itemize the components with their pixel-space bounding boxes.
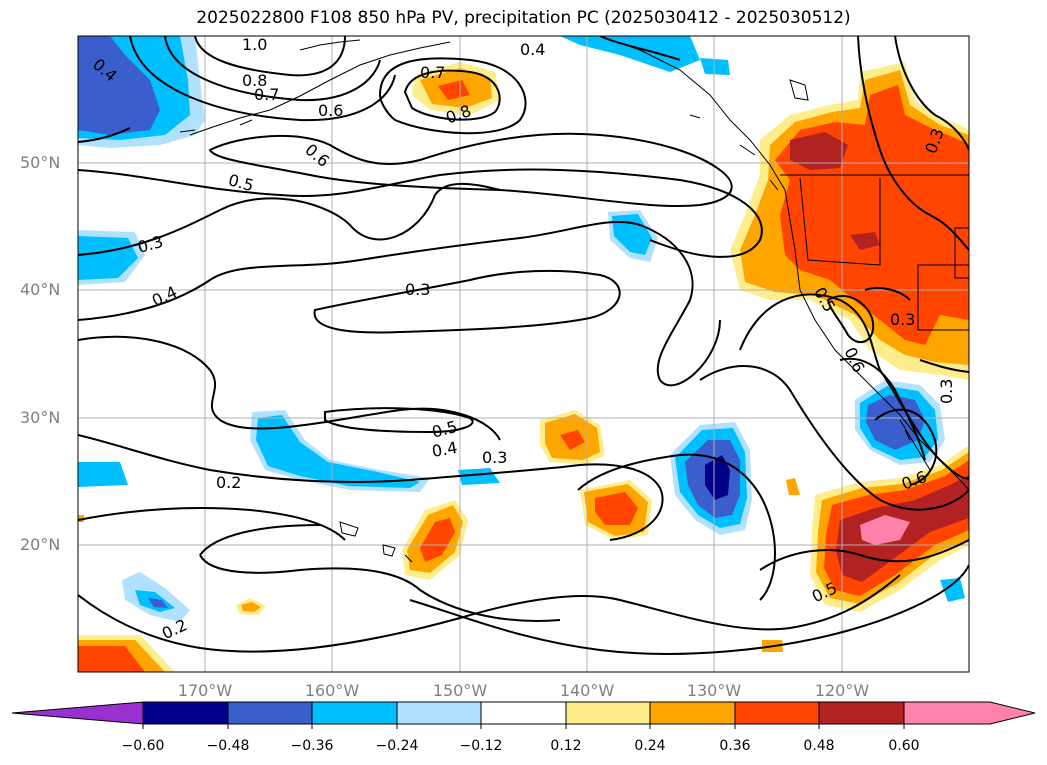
lat-label: 30°N — [20, 408, 61, 427]
colorbar-bin — [311, 701, 398, 725]
shade-pos-n3 — [438, 80, 470, 100]
shade-pos-ne-dark — [790, 132, 848, 170]
lon-label: 140°W — [559, 681, 615, 700]
contour-label: 0.3 — [405, 280, 430, 299]
colorbar-bin — [649, 701, 736, 725]
colorbar-tick-label: 0.60 — [888, 738, 920, 754]
shade-neg-w2 — [78, 236, 138, 280]
colorbar-tick-label: −0.60 — [121, 738, 165, 754]
lat-label: 20°N — [20, 535, 61, 554]
contour-label: 0.6 — [841, 344, 869, 375]
colorbar-tick-label: −0.12 — [459, 738, 503, 754]
shade-pos-c3 — [560, 430, 585, 450]
colorbar-bin — [565, 701, 651, 725]
colorbar-tick-label: −0.24 — [375, 738, 419, 754]
contour-label: 0.3 — [136, 232, 166, 257]
colorbar-bin — [142, 701, 229, 725]
colorbar-bin — [396, 701, 482, 725]
colorbar-tick-label: 0.48 — [803, 738, 835, 754]
contour-label: 1.0 — [242, 35, 267, 54]
colorbar-extend-low — [11, 701, 144, 725]
shade-pos-se-pink — [860, 515, 910, 545]
lon-label: 130°W — [686, 681, 742, 700]
shade-pos-sw2 — [241, 602, 261, 612]
shade-pos-small-se2 — [786, 478, 800, 495]
contour-label: 0.3 — [482, 448, 507, 467]
contour-label: 0.5 — [226, 170, 256, 195]
colorbar-bin — [227, 701, 313, 725]
colorbar-tick-label: 0.24 — [634, 738, 666, 754]
shade-neg-c2 — [612, 214, 652, 255]
shade-pos-ne-dark2 — [850, 232, 880, 250]
colorbar-tick-label: −0.48 — [206, 738, 250, 754]
shade-neg-top — [560, 36, 700, 72]
contour-label: 0.3 — [937, 379, 956, 404]
coastlines — [179, 36, 969, 563]
shade-pos-sw-corner3 — [78, 646, 145, 672]
colorbar-bin — [818, 701, 905, 725]
contour-label: 0.8 — [242, 71, 267, 90]
lat-label: 50°N — [20, 153, 61, 172]
precip-shading — [78, 36, 969, 672]
shade-pos-h3 — [420, 518, 455, 562]
contour-label: 0.7 — [254, 85, 279, 104]
lon-label: 150°W — [432, 681, 488, 700]
contour-label: 0.2 — [216, 473, 241, 492]
shade-pos-c6 — [595, 492, 638, 525]
colorbar-tick-label: 0.12 — [550, 738, 582, 754]
map-frame — [77, 35, 970, 673]
graticule — [78, 36, 969, 672]
shade-neg-s4 — [705, 455, 730, 500]
pv-contours — [78, 36, 969, 655]
lat-label: 40°N — [20, 280, 61, 299]
shade-neg-top2 — [700, 58, 730, 75]
shade-neg-sw3 — [148, 598, 168, 608]
shade-neg-band2 — [256, 415, 420, 488]
colorbar-tick-label: −0.36 — [290, 738, 334, 754]
colorbar-bin — [480, 701, 567, 725]
shade-neg-small1 — [458, 468, 500, 485]
map-title: 2025022800 F108 850 hPa PV, precipitatio… — [196, 8, 851, 28]
contour-label: 0.4 — [430, 438, 458, 461]
shade-neg-nw-inner — [78, 36, 160, 135]
colorbar-tick-label: 0.36 — [719, 738, 751, 754]
shade-neg-se-corner — [940, 578, 965, 602]
colorbar — [11, 701, 1036, 729]
lon-label: 120°W — [814, 681, 870, 700]
shade-neg-small2 — [78, 462, 128, 487]
colorbar-bin — [734, 701, 820, 725]
colorbar-extend-high — [903, 701, 1036, 725]
contour-label: 0.6 — [318, 101, 343, 120]
lon-label: 160°W — [304, 681, 360, 700]
contour-label: 0.4 — [520, 40, 545, 59]
contour-label: 0.7 — [420, 63, 445, 82]
contour-label: 0.3 — [890, 310, 915, 329]
lon-label: 170°W — [177, 681, 233, 700]
